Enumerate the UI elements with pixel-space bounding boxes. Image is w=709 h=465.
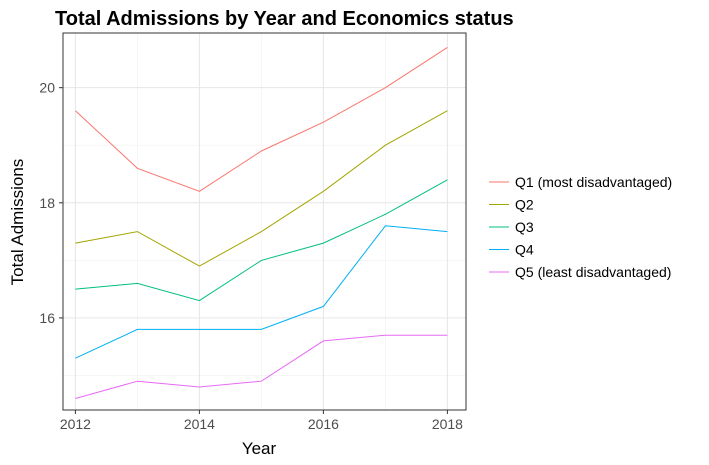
legend-label-5: Q5 (least disadvantaged) [515,264,671,280]
x-tick-label: 2014 [184,416,215,432]
series-line-3 [75,179,448,302]
y-axis-ticks: 16 18 20 [39,80,63,326]
y-tick-label: 16 [39,310,55,326]
plot-panel [63,33,466,410]
legend: Q1 (most disadvantaged) Q2 Q3 Q4 Q5 (least d… [489,174,672,280]
y-tick-label: 18 [39,195,55,211]
x-tick-label: 2012 [60,416,91,432]
legend-label-1: Q1 (most disadvantaged) [515,174,672,190]
legend-label-2: Q2 [515,197,534,213]
legend-label-4: Q4 [515,242,534,258]
y-axis-title: Total Admissions [8,159,27,286]
grid-lines [63,33,466,410]
x-tick-label: 2016 [308,416,339,432]
plot-border [62,32,467,411]
series-line-4 [75,225,448,359]
y-tick-label: 20 [39,80,55,96]
x-axis-ticks: 2012 2014 2016 2018 [60,410,463,432]
x-tick-label: 2018 [432,416,463,432]
x-axis-title: Year [242,439,277,458]
series-line-5 [75,334,448,399]
series-line-1 [75,46,448,192]
series-lines [75,46,448,399]
chart-title: Total Admissions by Year and Economics s… [55,8,514,30]
series-line-2 [75,110,448,267]
legend-label-3: Q3 [515,219,534,235]
